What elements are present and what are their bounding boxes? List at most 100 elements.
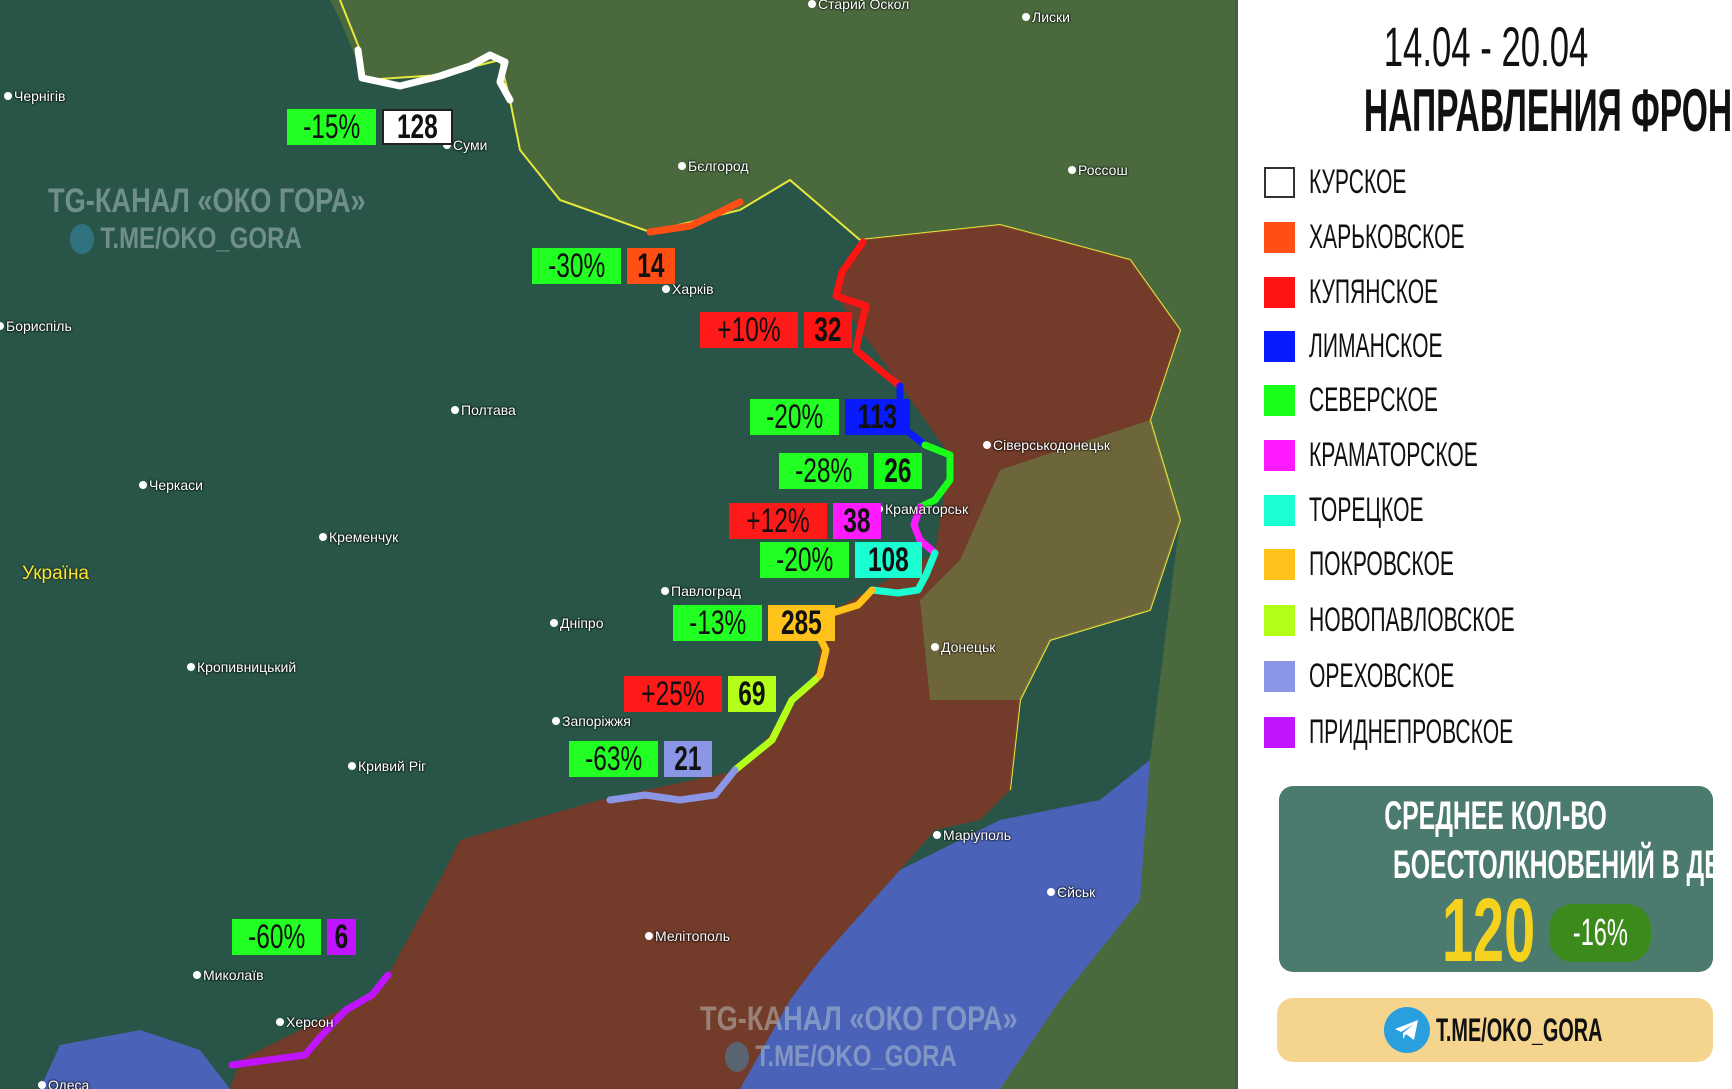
city-dot-icon [645,932,653,940]
clashes-badge: 26 [874,452,923,490]
city-label: Чернігів [4,88,65,104]
city-label: Херсон [276,1014,334,1030]
city-name: Павлоград [671,583,741,599]
legend-swatch [1264,604,1295,636]
direction-label: -30% 14 [532,247,676,285]
stats-label-2: БОЕСТОЛКНОВЕНИЙ В ДЕНЬ: [1392,843,1732,887]
city-dot-icon [661,587,669,595]
front-line-9 [731,676,819,774]
telegram-icon [70,224,94,254]
city-name: Старий Оскол [818,0,910,12]
clashes-badge: 32 [803,311,852,349]
city-name: Миколаїв [203,967,264,983]
watermark-channel: TG-КАНАЛ «ОКО ГОРА» [48,182,366,220]
direction-label: -60% 6 [232,918,357,956]
clashes-badge: 14 [627,247,676,285]
clashes-badge: 128 [382,108,454,146]
city-label: Старий Оскол [808,0,909,12]
direction-label: +12% 38 [729,502,881,540]
city-dot-icon [1047,888,1055,896]
legend-item: ЛИМАНСКОЕ [1264,326,1524,365]
city-dot-icon [38,1081,46,1089]
legend-label: ОРЕХОВСКОЕ [1309,656,1455,695]
legend-label: КРАМАТОРСКОЕ [1309,435,1478,474]
city-name: Кропивницький [197,659,297,675]
watermark-link: T.ME/OKO_GORA [725,1040,957,1074]
change-badge: +25% [624,675,722,713]
legend-label: ХАРЬКОВСКОЕ [1309,217,1465,256]
stats-label-1: СРЕДНЕЕ КОЛ-ВО [1384,794,1608,838]
black-sea [40,1030,230,1089]
watermark-link: T.ME/OKO_GORA [70,222,302,256]
legend-label: НОВОПАВЛОВСКОЕ [1309,600,1515,639]
legend-swatch [1264,166,1295,198]
city-dot-icon [552,717,560,725]
city-name: Єйськ [1057,884,1096,900]
city-label: Россош [1068,162,1128,178]
city-label: Кропивницький [187,659,296,675]
page-title: НАПРАВЛЕНИЯ ФРОНТА: [1363,77,1732,144]
legend-swatch [1264,548,1295,580]
city-label: Черкаси [139,477,203,493]
legend-swatch [1264,660,1295,692]
occupied-area [230,225,1180,1089]
legend-label: КУРСКОЕ [1309,162,1407,201]
city-name: Кривий Ріг [358,758,427,774]
city-label: Кривий Ріг [348,758,426,774]
direction-label: -15% 128 [287,108,454,146]
front-line-6 [910,503,939,557]
legend-label: ЛИМАНСКОЕ [1309,326,1443,365]
city-name: Харків [672,281,714,297]
legend-swatch [1264,439,1295,471]
city-label: Дніпро [550,615,603,631]
city-dot-icon [1068,166,1076,174]
change-badge: -30% [532,247,622,285]
city-dot-icon [187,663,195,671]
front-line-7 [868,549,939,597]
city-label: Краматорськ [875,501,968,517]
city-dot-icon [0,322,4,330]
city-dot-icon [4,92,12,100]
legend-item: ТОРЕЦКОЕ [1264,490,1494,529]
city-name: Запоріжжя [562,713,631,729]
change-badge: -20% [750,398,840,436]
change-badge: +12% [729,502,827,540]
city-name: Бориспіль [6,318,72,334]
legend-swatch [1264,716,1295,748]
city-label: Єйськ [1047,884,1095,900]
change-badge: +10% [700,311,798,349]
change-badge: -13% [673,604,763,642]
city-dot-icon [348,762,356,770]
legend-label: ТОРЕЦКОЕ [1309,490,1424,529]
stats-box: СРЕДНЕЕ КОЛ-ВО БОЕСТОЛКНОВЕНИЙ В ДЕНЬ: 1… [1279,786,1732,976]
front-line-11 [228,971,392,1069]
city-name: Полтава [461,402,516,418]
clashes-badge: 21 [664,740,713,778]
city-dot-icon [550,619,558,627]
country-label: Україна [22,563,90,584]
city-name: Лиски [1032,9,1070,25]
direction-label: -63% 21 [569,740,713,778]
city-dot-icon [276,1018,284,1026]
city-label: Маріуполь [933,827,1011,843]
city-label: Бєлгород [678,158,749,174]
direction-label: -28% 26 [779,452,923,490]
city-label: Сіверськодонецьк [983,437,1110,453]
front-line-2 [646,198,744,236]
city-name: Россош [1078,162,1128,178]
city-label: Павлоград [661,583,741,599]
city-label: Лиски [1022,9,1070,25]
direction-label: +10% 32 [700,311,852,349]
city-dot-icon [1022,13,1030,21]
front-map: Чернігів Суми Бєлгород Старий Оскол Лиски Рос… [0,0,1235,1089]
city-name: Херсон [286,1014,334,1030]
city-name: Бєлгород [688,158,749,174]
city-name: Кременчук [329,529,399,545]
legend-swatch [1264,221,1295,253]
legend-item: КУРСКОЕ [1264,162,1466,201]
city-dot-icon [808,0,816,8]
clashes-badge: 38 [832,502,881,540]
city-dot-icon [678,162,686,170]
telegram-link[interactable]: T.ME/OKO_GORA [1277,998,1713,1062]
date-range: 14.04 - 20.04 [1384,15,1589,78]
